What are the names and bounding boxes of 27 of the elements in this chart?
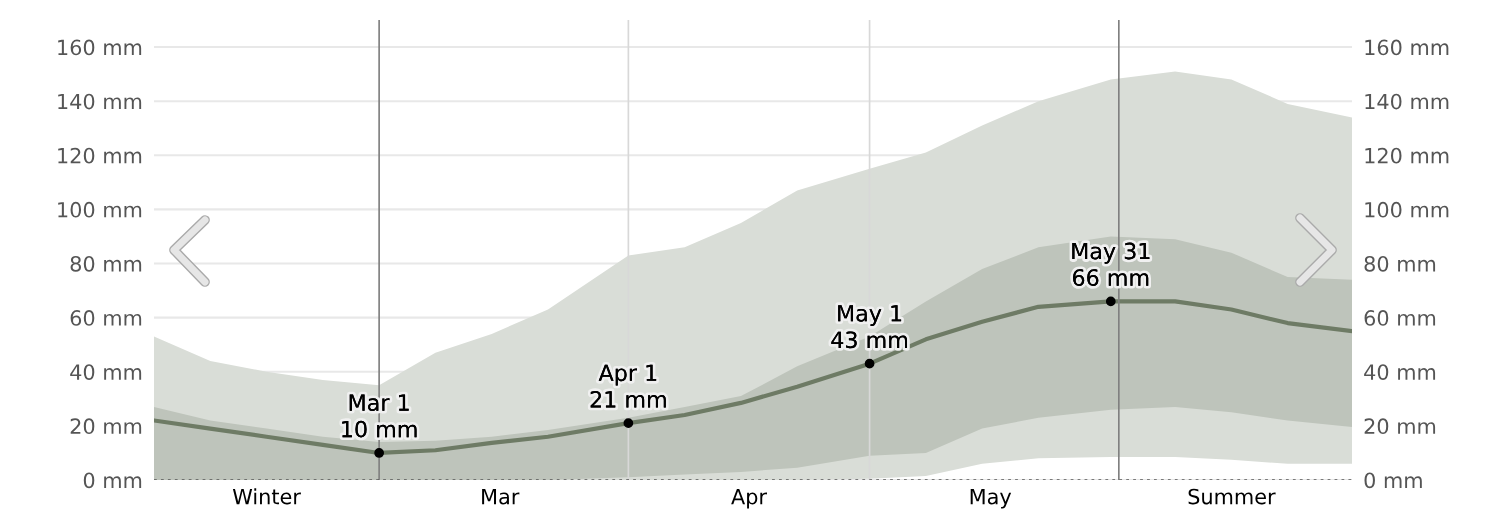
y2-tick-label: 160 mm — [1365, 39, 1449, 56]
y-tick-label: 40 mm — [70, 364, 142, 380]
y-tick-label: 120 mm — [58, 147, 142, 164]
y2-tick-label: 80 mm — [1364, 255, 1436, 272]
y2-tick-label: 140 mm — [1365, 93, 1449, 110]
y2-tick-label: 20 mm — [1364, 418, 1436, 435]
annotation: Mar 1 10 mm — [342, 394, 417, 438]
x-tick-label: Mar — [482, 488, 520, 505]
y-tick-label: 80 mm — [70, 255, 142, 272]
x-tick-label: Winter — [232, 488, 301, 505]
y2-tick-label: 120 mm — [1365, 147, 1449, 164]
y-tick-label: 140 mm — [58, 93, 142, 110]
y2-tick-label: 60 mm — [1364, 310, 1436, 326]
y-tick-label: 0 mm — [83, 472, 142, 489]
y-tick-label: 100 mm — [58, 201, 142, 218]
y-tick-label: 60 mm — [70, 310, 142, 326]
y2-tick-label: 100 mm — [1365, 201, 1449, 218]
y-tick-label: 160 mm — [58, 39, 142, 56]
x-tick-label: Summer — [1188, 488, 1276, 505]
x-tick-label: May — [970, 488, 1012, 509]
annotation: May 31 66 mm — [1072, 242, 1150, 286]
y2-tick-label: 40 mm — [1364, 364, 1436, 380]
annotation: Apr 1 21 mm — [590, 364, 666, 408]
x-tick-label: Apr — [731, 488, 767, 509]
y2-tick-label: 0 mm — [1364, 472, 1422, 489]
y-tick-label: 20 mm — [70, 418, 142, 435]
annotation: May 1 43 mm — [831, 305, 908, 349]
